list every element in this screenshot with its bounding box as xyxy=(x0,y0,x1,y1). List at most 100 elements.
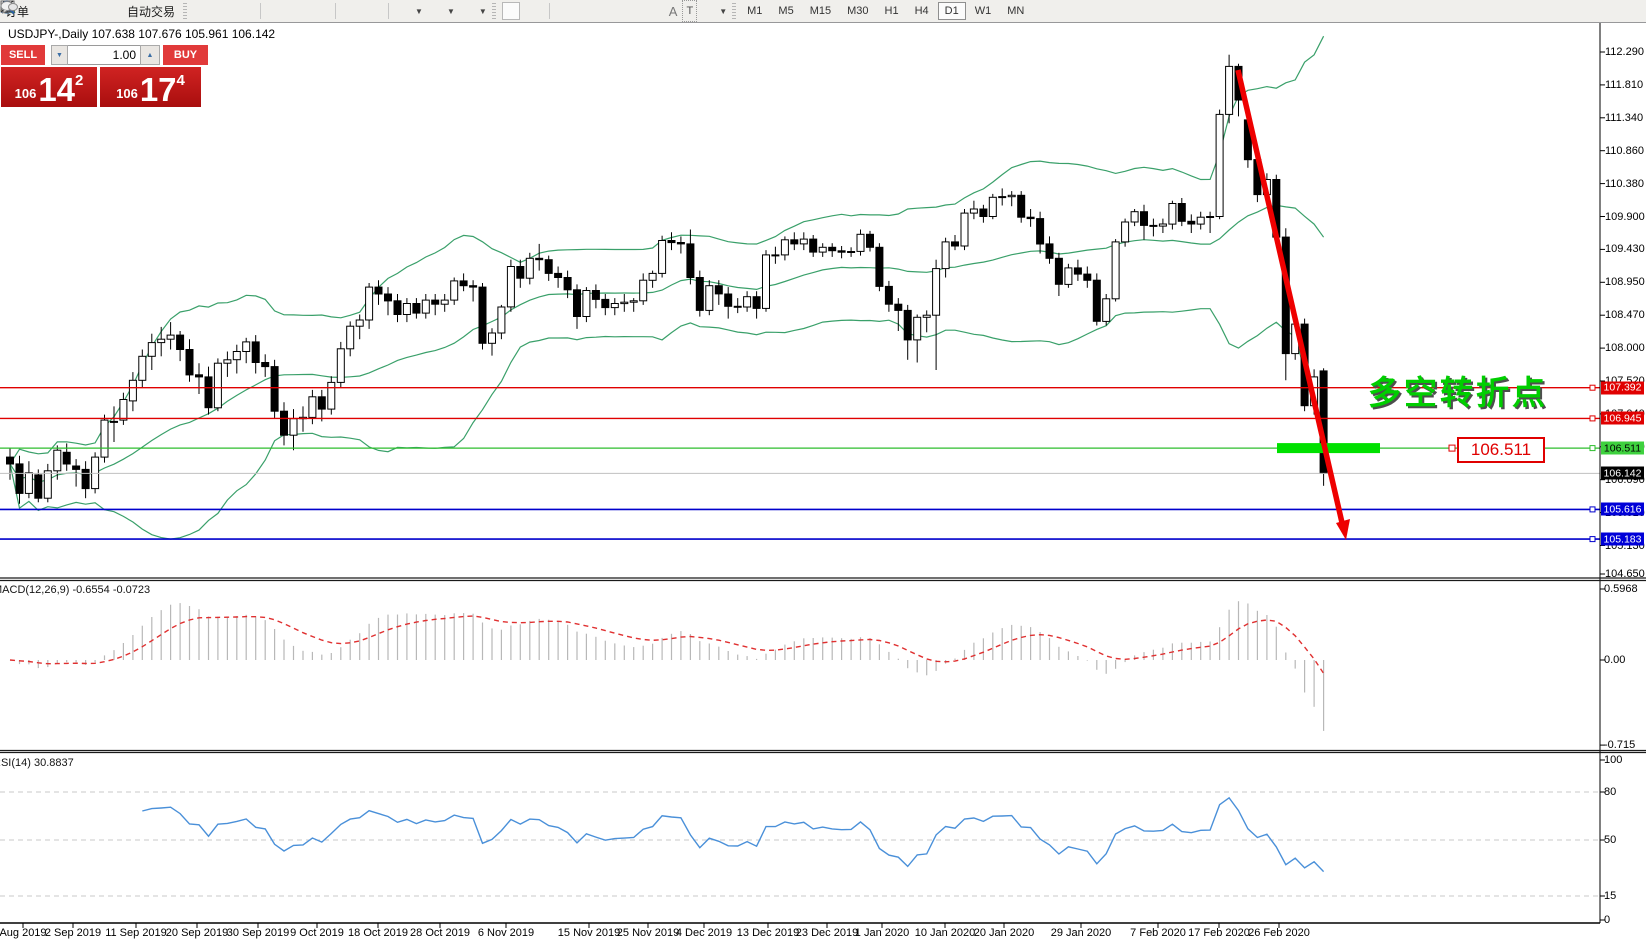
date-tick-label[interactable]: 13 Dec 2019 xyxy=(736,927,800,939)
buy-price-tile[interactable]: 106 17 4 xyxy=(100,67,201,107)
volume-input[interactable] xyxy=(68,45,140,65)
text-tool-icon[interactable]: A xyxy=(668,3,678,19)
level-annotation-box[interactable]: 106.511 xyxy=(1457,437,1545,463)
channel-glyph: E xyxy=(11,8,16,14)
dropdown-arrow-icon[interactable]: ▼ xyxy=(446,6,455,16)
date-tick-label[interactable]: 15 Nov 2019 xyxy=(557,927,621,939)
zoom-in-icon[interactable] xyxy=(0,0,284,19)
volume-down-button[interactable]: ▼ xyxy=(51,45,68,65)
date-tick-label[interactable]: 11 Sep 2019 xyxy=(105,927,167,939)
date-tick-label[interactable]: 20 Jan 2020 xyxy=(973,927,1035,939)
price-tick-label: 110.380 xyxy=(1605,177,1644,190)
price-tick-label: 104.650 xyxy=(1605,568,1645,580)
vertical-line-tool-icon[interactable] xyxy=(4,1,573,19)
timeframe-mn[interactable]: MN xyxy=(1007,5,1025,17)
price-tick-label: 108.470 xyxy=(1605,309,1645,322)
chat-icon[interactable] xyxy=(0,1,1565,19)
rsi-label: RSI(14) 30.8837 xyxy=(0,757,74,769)
date-tick-label[interactable]: 9 Oct 2019 xyxy=(290,927,344,939)
annotation-anchor[interactable] xyxy=(1448,444,1456,452)
add-indicator-icon[interactable] xyxy=(0,0,412,19)
timeframe-m15[interactable]: M15 xyxy=(809,5,832,17)
autotrade-button[interactable]: 自动交易 xyxy=(127,4,176,19)
price-line-label: 107.392 xyxy=(1601,381,1644,395)
date-tick-label[interactable]: 23 Dec 2019 xyxy=(795,927,859,939)
bar-chart-icon[interactable] xyxy=(1,2,209,19)
label-tool-icon[interactable]: T xyxy=(682,0,698,22)
chart-shift-icon[interactable] xyxy=(0,0,381,19)
new-chart-window-icon[interactable] xyxy=(0,0,359,19)
timeframe-h1[interactable]: H1 xyxy=(884,5,899,17)
tile-windows-icon[interactable] xyxy=(1,1,328,19)
date-tick-label[interactable]: 7 Feb 2020 xyxy=(1130,927,1186,939)
fibonacci-tool-icon[interactable]: F xyxy=(1,2,661,19)
community-icon[interactable] xyxy=(1,2,75,19)
date-tick-label[interactable]: 29 Jan 2020 xyxy=(1050,927,1112,939)
shapes-tool-icon[interactable] xyxy=(1,2,716,19)
cursor-icon[interactable] xyxy=(3,1,520,20)
market-watch-icon[interactable] xyxy=(0,1,53,19)
trendline-tool-icon[interactable] xyxy=(0,0,617,19)
date-tick-label[interactable]: 6 Nov 2019 xyxy=(477,927,535,939)
toolbar-grip[interactable] xyxy=(732,3,737,19)
price-tick-label: 111.340 xyxy=(1605,111,1644,124)
fibo-glyph: F xyxy=(11,8,15,14)
date-tick-label[interactable]: 10 Jan 2020 xyxy=(914,927,976,939)
rsi-tick-label: 0 xyxy=(1604,914,1611,926)
toolbar-separator xyxy=(388,3,390,19)
timeframe-m30[interactable]: M30 xyxy=(847,5,869,17)
timeframe-w1[interactable]: W1 xyxy=(974,5,992,17)
sell-arrow[interactable] xyxy=(1235,69,1350,540)
rsi-tick-label: 50 xyxy=(1604,834,1617,846)
macd-label: MACD(12,26,9) -0.6554 -0.0723 xyxy=(0,584,151,596)
date-tick-label[interactable]: 26 Feb 2020 xyxy=(1248,927,1310,939)
timeframe-group: M1 M5 M15 M30 H1 H4 D1 W1 MN xyxy=(739,2,1032,20)
date-tick-label[interactable]: 17 Feb 2020 xyxy=(1188,927,1250,939)
date-tick-label[interactable]: 4 Dec 2019 xyxy=(675,927,733,939)
toolbar-separator xyxy=(335,3,337,19)
timeframe-d1[interactable]: D1 xyxy=(937,2,966,20)
turning-point-annotation[interactable]: 多空转折点 xyxy=(1368,374,1548,411)
date-tick-label[interactable]: 20 Sep 2019 xyxy=(165,927,229,939)
zoom-out-icon[interactable] xyxy=(0,0,306,19)
rsi-tick-label: 100 xyxy=(1604,754,1623,766)
periods-icon[interactable] xyxy=(0,0,444,19)
timeframe-m5[interactable]: M5 xyxy=(778,5,794,17)
sell-price-tile[interactable]: 106 14 2 xyxy=(1,67,97,107)
date-tick-label[interactable]: 1 Jan 2020 xyxy=(854,927,910,939)
rsi-tick-label: 15 xyxy=(1604,890,1617,902)
date-tick-label[interactable]: 25 Nov 2019 xyxy=(616,927,680,939)
signal-icon[interactable] xyxy=(1,3,97,19)
timeframe-h4[interactable]: H4 xyxy=(914,5,929,17)
sell-button[interactable]: SELL xyxy=(1,45,45,65)
chart-frame xyxy=(0,22,1646,928)
dropdown-arrow-icon[interactable]: ▼ xyxy=(719,6,728,16)
toolbar-grip[interactable] xyxy=(491,3,496,19)
buy-button[interactable]: BUY xyxy=(163,45,208,65)
date-tick-label[interactable]: 30 Sep 2019 xyxy=(226,927,290,939)
date-tick-label[interactable]: 2 Sep 2019 xyxy=(44,927,102,939)
support-highlight-bar[interactable] xyxy=(1277,443,1380,454)
line-chart-icon[interactable] xyxy=(0,3,253,19)
sell-price-point: 2 xyxy=(75,72,84,89)
date-tick-label[interactable]: 28 Oct 2019 xyxy=(410,927,470,939)
templates-icon[interactable] xyxy=(0,0,476,19)
horizontal-line-tool-icon[interactable] xyxy=(1,3,595,19)
toolbar-grip[interactable] xyxy=(183,3,188,19)
dropdown-arrow-icon[interactable]: ▼ xyxy=(415,6,423,16)
date-tick-label[interactable]: 18 Oct 2019 xyxy=(348,927,408,939)
date-tick-label[interactable]: Aug 2019 xyxy=(0,927,47,939)
buy-price-figure: 106 xyxy=(116,86,138,101)
candlestick-icon[interactable] xyxy=(1,1,231,19)
crosshair-icon[interactable] xyxy=(1,1,542,19)
channel-tool-icon[interactable]: E xyxy=(0,1,639,19)
timeframe-m1[interactable]: M1 xyxy=(747,5,763,17)
dropdown-arrow-icon[interactable]: ▼ xyxy=(478,6,487,16)
candles xyxy=(6,54,1328,504)
price-tick-label: 109.430 xyxy=(1605,243,1645,256)
horizontal-lines[interactable] xyxy=(0,384,1600,543)
volume-up-button[interactable]: ▲ xyxy=(140,45,160,65)
price-line-label: 105.183 xyxy=(1601,532,1644,546)
search-icon[interactable] xyxy=(1,0,1528,19)
